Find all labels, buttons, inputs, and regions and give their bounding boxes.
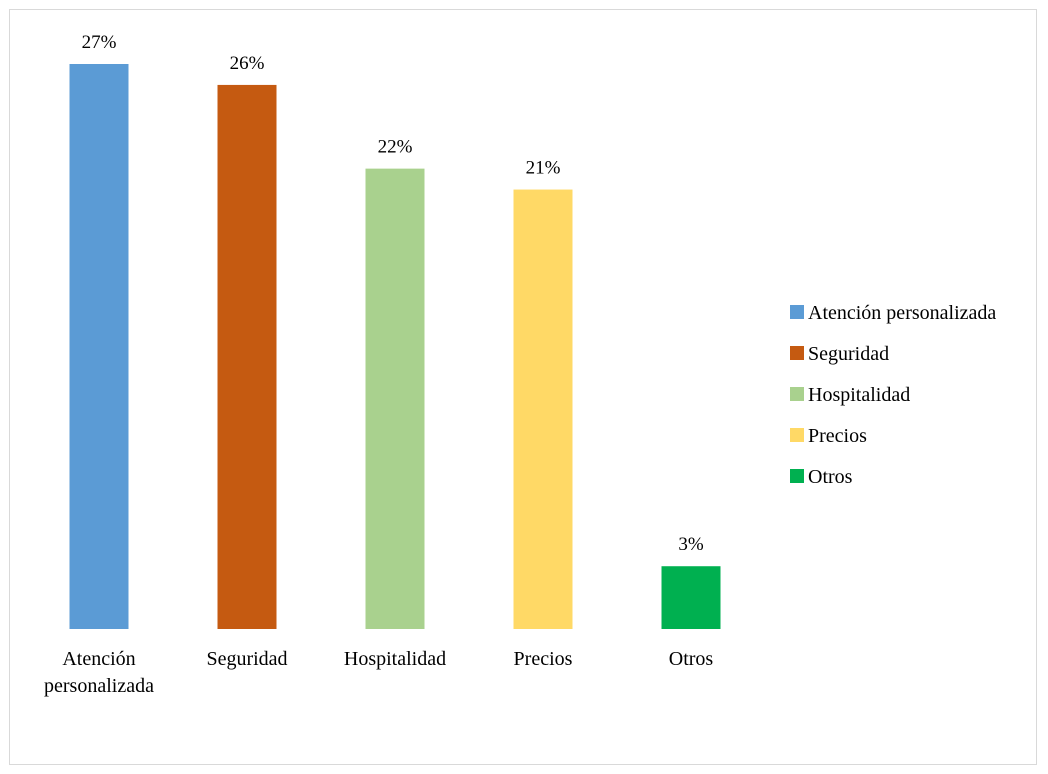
category-label-3: Precios [514,648,573,670]
legend-swatch-3 [790,428,804,442]
data-label-0: 27% [82,32,117,53]
category-labels-layer: Atención personalizada Seguridad Hospitalid… [44,648,713,697]
legend-label-3: Precios [808,425,867,447]
legend-label-0: Atención personalizada [808,302,996,324]
category-label-4: Otros [669,648,714,670]
legend-swatch-0 [790,305,804,319]
category-label-0-line-1: personalizada [44,675,154,697]
bar-4 [661,566,721,629]
category-label-1: Seguridad [206,648,287,670]
legend-swatch-1 [790,346,804,360]
bar-1 [217,84,277,630]
bar-0 [69,64,129,629]
category-label-0-line-0: Atención [62,648,135,670]
data-label-2: 22% [378,137,413,158]
legend-label-1: Seguridad [808,343,889,365]
data-label-4: 3% [678,534,704,555]
legend: Atención personalizada Seguridad Hospitali… [790,302,996,488]
legend-swatch-4 [790,469,804,483]
legend-label-2: Hospitalidad [808,384,910,406]
bar-2 [365,168,425,629]
bar-3 [513,189,573,630]
legend-swatch-2 [790,387,804,401]
bars-layer [69,64,721,630]
data-label-3: 21% [526,158,561,179]
category-label-2: Hospitalidad [344,648,446,670]
data-label-1: 26% [230,53,265,74]
legend-label-4: Otros [808,466,853,488]
data-labels-layer: 27% 26% 22% 21% 3% [82,32,704,555]
